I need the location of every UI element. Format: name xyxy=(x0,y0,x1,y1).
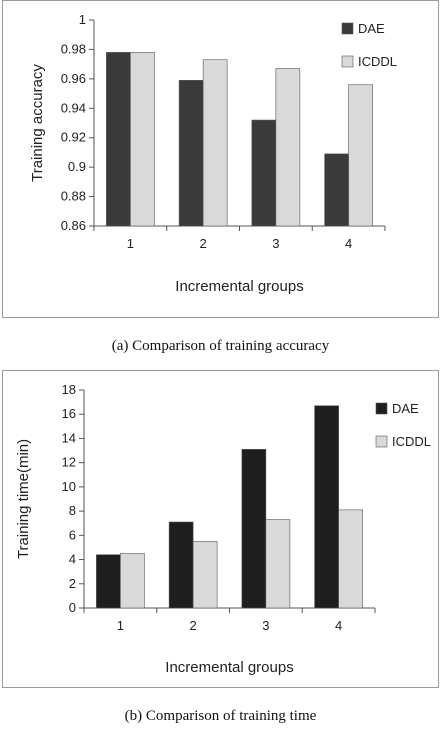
y-tick-label: 8 xyxy=(69,503,76,518)
x-tick-label: 4 xyxy=(335,618,342,633)
accuracy-bar-chart: 0.86 0.88 0.9 0.92 0.94 0.96 0.98 1 1 2 3 4 Incremen… xyxy=(29,12,397,295)
y-tick-label: 0.94 xyxy=(61,100,86,115)
y-axis-title: Training time(min) xyxy=(15,439,32,559)
bar-icddl-2 xyxy=(192,541,218,609)
y-tick-label: 12 xyxy=(62,455,76,470)
y-tick-label: 6 xyxy=(69,527,76,542)
legend-label-dae: DAE xyxy=(392,401,419,416)
bar-icddl-2 xyxy=(202,59,228,227)
chart-frame xyxy=(2,0,439,318)
y-tick-label: 2 xyxy=(69,576,76,591)
bar-dae-3 xyxy=(241,449,267,609)
y-axis-title: Training accuracy xyxy=(29,64,46,182)
x-tick-label: 1 xyxy=(127,236,134,251)
x-tick-label: 4 xyxy=(345,236,352,251)
bar-icddl-1 xyxy=(120,553,145,609)
bar-dae-2 xyxy=(168,521,194,609)
x-tick-label: 2 xyxy=(190,618,197,633)
bar-icddl-3 xyxy=(275,68,301,227)
bar-icddl-4 xyxy=(348,84,373,227)
y-tick-label: 4 xyxy=(69,552,76,567)
x-axis-title: Incremental groups xyxy=(165,659,293,676)
x-axis-title: Incremental groups xyxy=(175,278,303,295)
y-tick-label: 0.96 xyxy=(61,71,86,86)
x-tick-label: 2 xyxy=(200,236,207,251)
x-tick-label: 3 xyxy=(262,618,269,633)
y-tick-label: 1 xyxy=(79,12,86,27)
legend-swatch-icddl xyxy=(375,435,388,448)
bar-dae-1 xyxy=(96,554,121,609)
caption-time: (b) Comparison of training time xyxy=(124,708,317,724)
legend-swatch-dae xyxy=(375,402,388,415)
x-tick-label: 1 xyxy=(117,618,124,633)
y-tick-label: 14 xyxy=(62,430,76,445)
accuracy-chart-panel: 0.86 0.88 0.9 0.92 0.94 0.96 0.98 1 1 2 3 4 Incremen… xyxy=(0,0,441,318)
bar-dae-4 xyxy=(324,153,349,227)
y-tick-label: 0 xyxy=(69,600,76,615)
bar-dae-3 xyxy=(251,119,277,227)
y-tick-label: 0.88 xyxy=(61,189,86,204)
bar-icddl-4 xyxy=(338,509,363,609)
caption-accuracy: (a) Comparison of training accuracy xyxy=(111,338,330,354)
y-tick-label: 0.86 xyxy=(61,218,86,233)
legend-swatch-icddl xyxy=(341,55,354,68)
legend-label-dae: DAE xyxy=(358,21,385,36)
legend-label-icddl: ICDDL xyxy=(358,54,397,69)
legend-label-icddl: ICDDL xyxy=(392,434,431,449)
y-tick-label: 18 xyxy=(62,382,76,397)
bar-icddl-1 xyxy=(130,52,155,227)
bar-icddl-3 xyxy=(265,519,291,609)
y-tick-label: 0.98 xyxy=(61,41,86,56)
y-tick-label: 16 xyxy=(62,406,76,421)
time-chart-panel: 0 2 4 6 8 10 12 14 16 18 1 2 3 4 Incremental groups Tra… xyxy=(0,370,441,688)
y-tick-label: 0.9 xyxy=(68,159,86,174)
legend-swatch-dae xyxy=(341,22,354,35)
bar-dae-2 xyxy=(178,80,204,227)
chart-frame xyxy=(2,370,439,688)
y-tick-label: 0.92 xyxy=(61,130,86,145)
bar-dae-4 xyxy=(314,405,339,609)
x-tick-label: 3 xyxy=(272,236,279,251)
y-tick-label: 10 xyxy=(62,479,76,494)
bar-dae-1 xyxy=(106,52,131,227)
